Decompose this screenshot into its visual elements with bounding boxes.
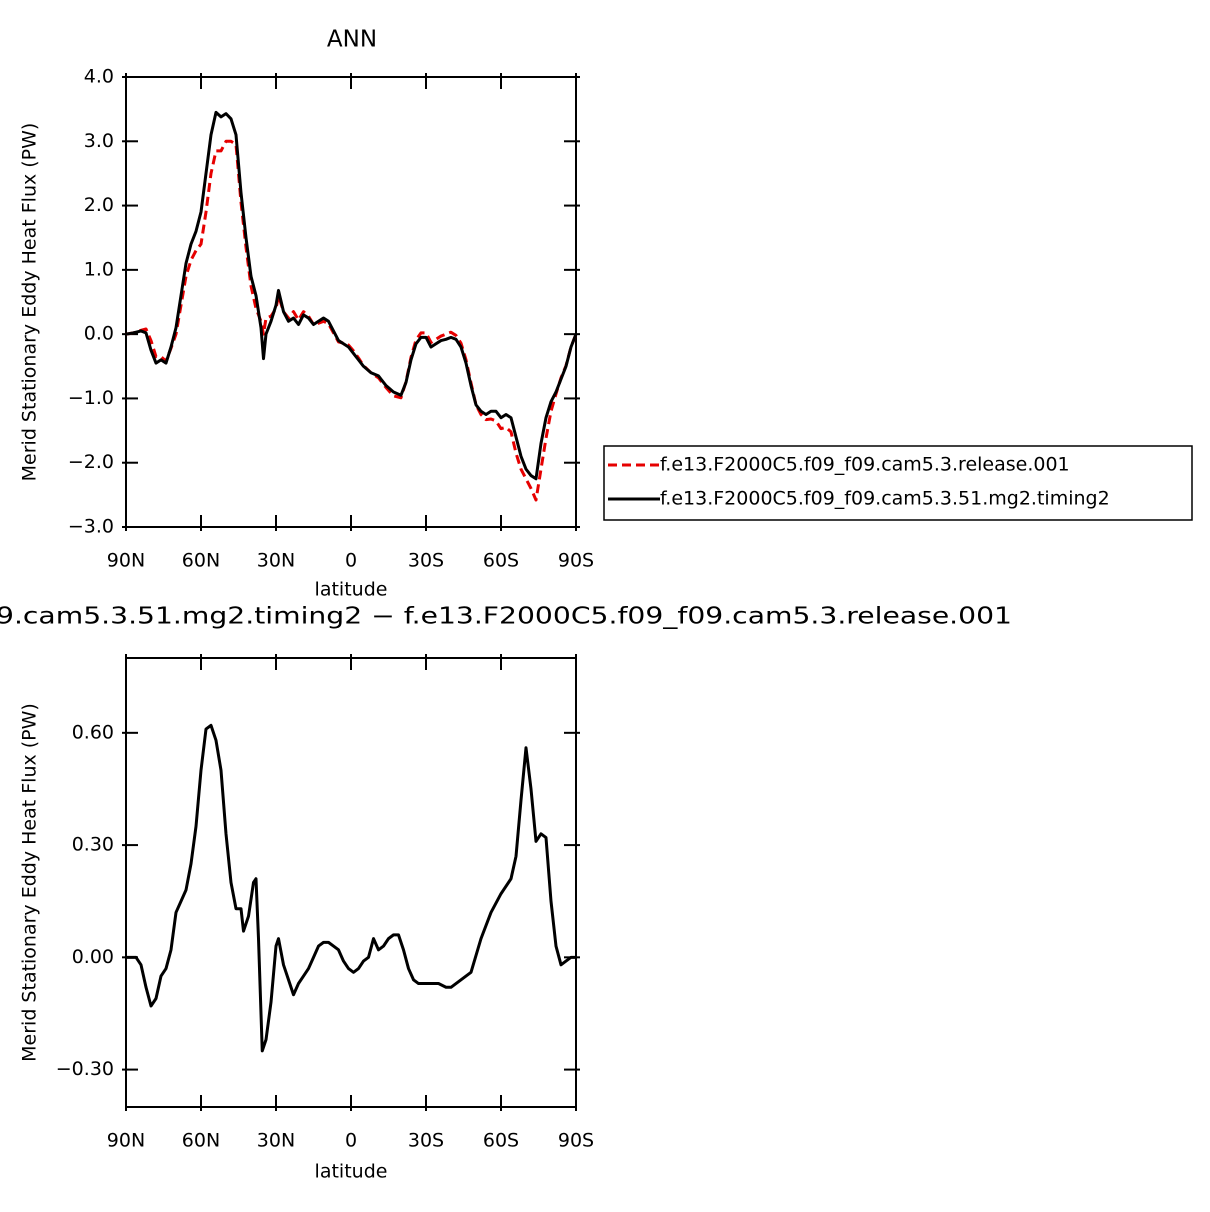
x-tick-label: 60S: [483, 550, 519, 572]
y-axis-label: Merid Stationary Eddy Heat Flux (PW): [19, 703, 41, 1062]
y-tick-label: 0.00: [72, 946, 114, 968]
x-tick-label: 90N: [107, 1130, 145, 1152]
x-tick-label: 60N: [182, 550, 220, 572]
x-tick-label: 60N: [182, 1130, 220, 1152]
x-axis-label: latitude: [315, 579, 388, 601]
y-tick-label: 1.0: [84, 258, 114, 280]
x-tick-label: 60S: [483, 1130, 519, 1152]
y-axis-label: Merid Stationary Eddy Heat Flux (PW): [19, 123, 41, 482]
data-line: [125, 110, 578, 481]
x-tick-label: 0: [345, 1130, 357, 1152]
x-tick-label: 90N: [107, 550, 145, 572]
chart-title: 9.cam5.3.51.mg2.timing2 − f.e13.F2000C5.…: [0, 604, 1012, 630]
x-tick-label: 0: [345, 550, 357, 572]
x-axis-label: latitude: [315, 1161, 388, 1183]
y-tick-label: 0.30: [72, 834, 114, 856]
x-tick-label: 90S: [558, 1130, 594, 1152]
data-line: [125, 139, 578, 502]
x-tick-label: 30N: [257, 550, 295, 572]
legend-box: [603, 445, 1193, 521]
y-tick-label: −3.0: [68, 516, 114, 538]
x-tick-label: 30N: [257, 1130, 295, 1152]
legend-label: f.e13.F2000C5.f09_f09.cam5.3.51.mg2.timi…: [660, 488, 1110, 510]
legend-label: f.e13.F2000C5.f09_f09.cam5.3.release.001: [660, 454, 1070, 476]
y-tick-label: −2.0: [68, 451, 114, 473]
plot-frame: [125, 76, 577, 528]
y-tick-label: 0.0: [84, 323, 114, 345]
data-line: [126, 723, 576, 1053]
y-tick-label: 4.0: [84, 66, 114, 88]
x-tick-label: 30S: [408, 1130, 444, 1152]
y-tick-label: −0.30: [56, 1058, 114, 1080]
x-tick-label: 90S: [558, 550, 594, 572]
chart-title: ANN: [327, 27, 377, 53]
x-tick-label: 30S: [408, 550, 444, 572]
y-tick-label: 2.0: [84, 194, 114, 216]
y-tick-label: 3.0: [84, 130, 114, 152]
y-tick-label: −1.0: [68, 387, 114, 409]
y-tick-label: 0.60: [72, 721, 114, 743]
